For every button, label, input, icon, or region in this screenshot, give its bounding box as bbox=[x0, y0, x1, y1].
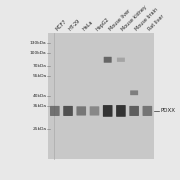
FancyBboxPatch shape bbox=[130, 90, 138, 95]
Text: 100kDa: 100kDa bbox=[30, 51, 46, 55]
Text: HepG2: HepG2 bbox=[94, 16, 110, 32]
FancyBboxPatch shape bbox=[76, 106, 86, 116]
Text: Mouse liver: Mouse liver bbox=[108, 8, 131, 32]
Text: HT-29: HT-29 bbox=[68, 18, 82, 32]
Text: Mouse kidney: Mouse kidney bbox=[121, 4, 148, 32]
Text: 130kDa: 130kDa bbox=[30, 41, 46, 45]
Text: Rat liver: Rat liver bbox=[147, 14, 165, 32]
Text: 35kDa: 35kDa bbox=[32, 104, 46, 108]
Text: HeLa: HeLa bbox=[81, 19, 94, 32]
Text: PDXX: PDXX bbox=[161, 108, 176, 113]
FancyBboxPatch shape bbox=[63, 106, 73, 116]
FancyBboxPatch shape bbox=[116, 105, 126, 117]
Text: 25kDa: 25kDa bbox=[32, 127, 46, 131]
FancyBboxPatch shape bbox=[117, 58, 125, 62]
FancyBboxPatch shape bbox=[103, 105, 112, 117]
Text: 55kDa: 55kDa bbox=[32, 74, 46, 78]
FancyBboxPatch shape bbox=[129, 106, 139, 116]
FancyBboxPatch shape bbox=[104, 57, 112, 63]
FancyBboxPatch shape bbox=[143, 106, 152, 116]
FancyBboxPatch shape bbox=[48, 33, 154, 159]
Text: 40kDa: 40kDa bbox=[33, 94, 46, 98]
Text: MCF7: MCF7 bbox=[55, 19, 68, 32]
Text: 70kDa: 70kDa bbox=[33, 64, 46, 68]
Text: Mouse brain: Mouse brain bbox=[134, 7, 159, 32]
FancyBboxPatch shape bbox=[50, 106, 60, 116]
FancyBboxPatch shape bbox=[90, 106, 99, 116]
